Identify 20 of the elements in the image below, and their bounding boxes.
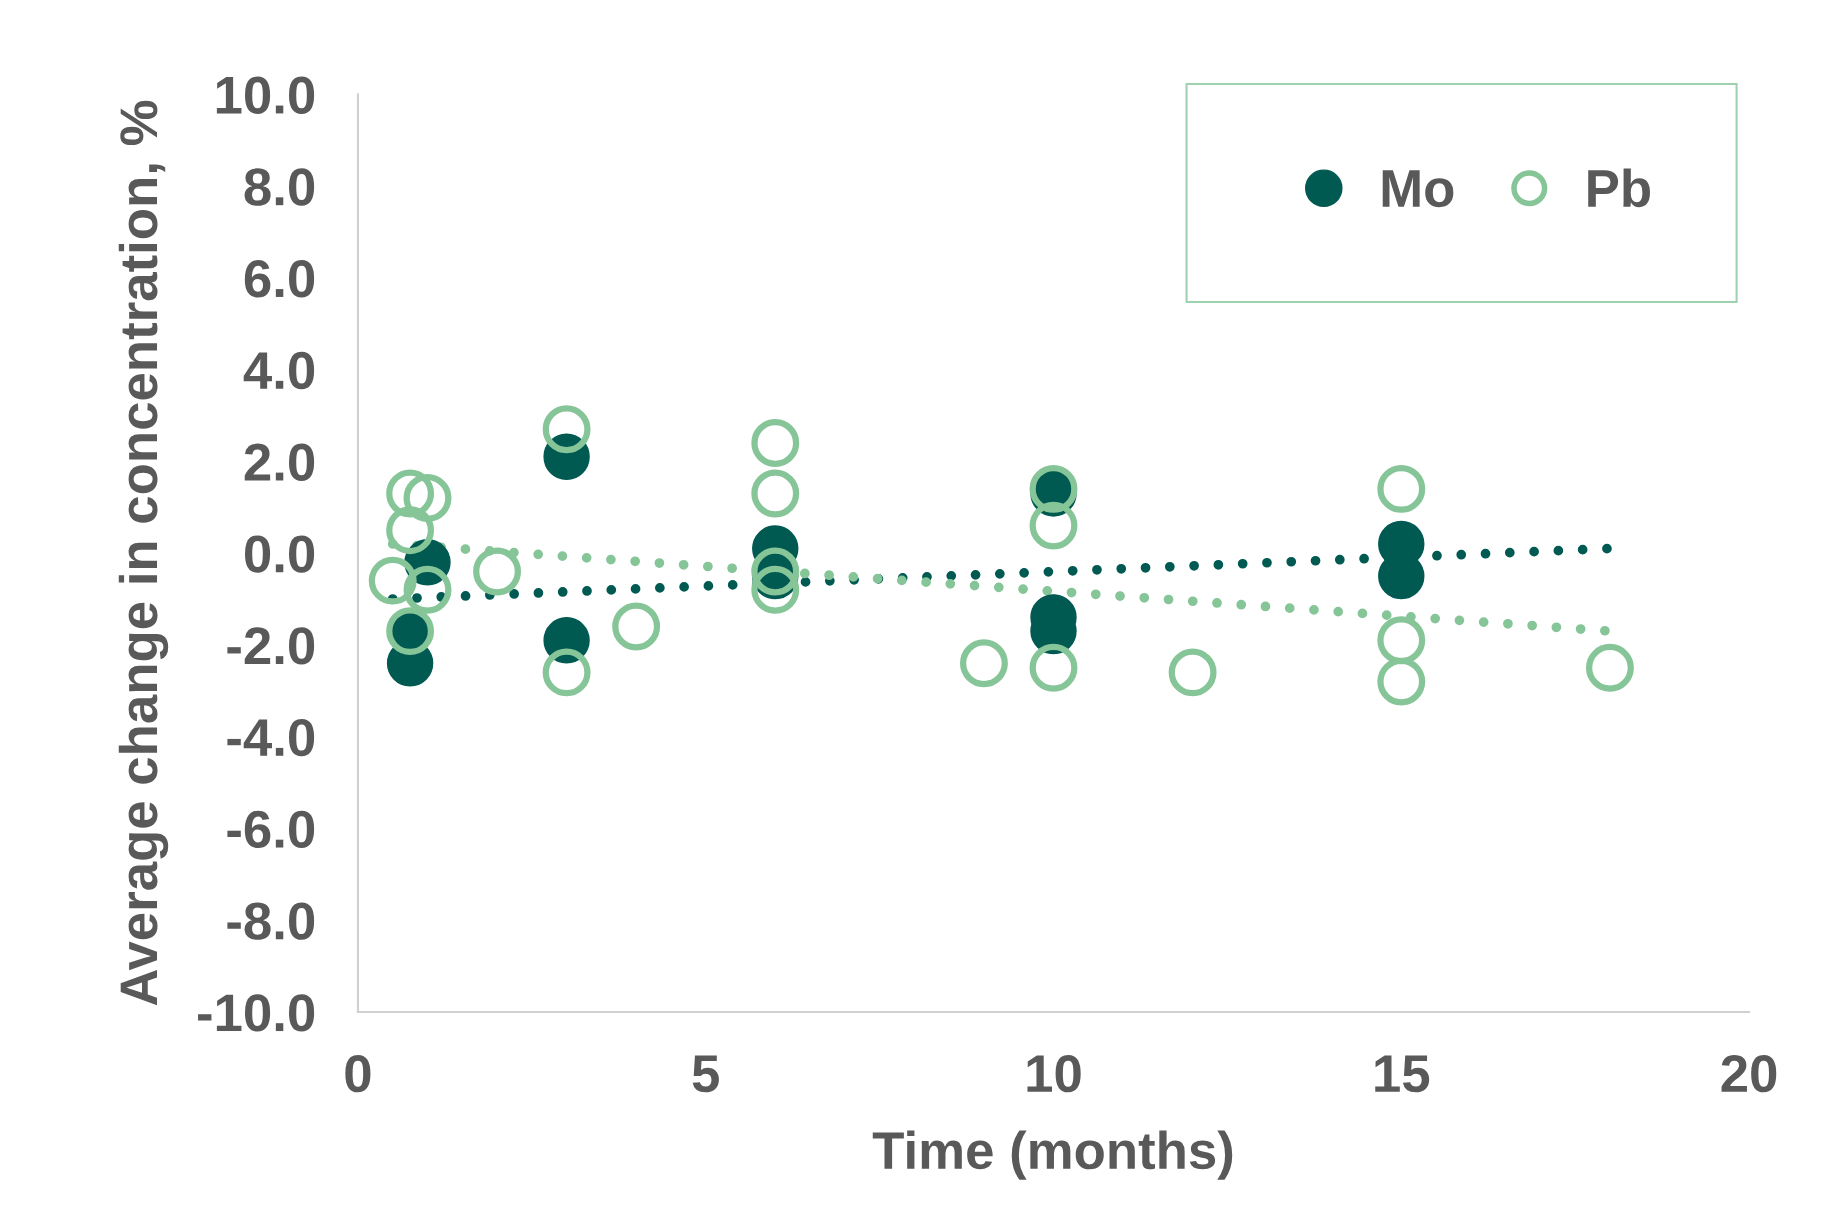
y-tick-label: -8.0 bbox=[227, 902, 315, 940]
x-tick-label: 15 bbox=[1375, 1055, 1430, 1093]
y-tick-label: 8.0 bbox=[244, 168, 315, 206]
legend-label: Pb bbox=[1588, 168, 1650, 208]
y-tick-label: 0.0 bbox=[244, 535, 315, 573]
y-tick-label: 2.0 bbox=[244, 443, 315, 481]
y-tick-label: 6.0 bbox=[244, 260, 315, 298]
y-tick-label: -6.0 bbox=[227, 810, 315, 849]
y-tick-label: -4.0 bbox=[227, 718, 315, 757]
legend-label: Mo bbox=[1382, 170, 1454, 208]
x-axis-title: Time (months) bbox=[872, 1130, 1233, 1180]
x-tick-label: 5 bbox=[692, 1055, 719, 1093]
x-tick-label: 10 bbox=[1027, 1054, 1081, 1093]
y-tick-label: 4.0 bbox=[243, 351, 315, 390]
y-axis-title: Average change in concentration, % bbox=[118, 100, 169, 1006]
x-tick-label: 0 bbox=[345, 1054, 371, 1093]
y-tick-label: 10.0 bbox=[216, 76, 315, 114]
y-tick-label: -10.0 bbox=[198, 994, 315, 1032]
x-tick-label: 20 bbox=[1721, 1054, 1777, 1093]
y-tick-label: -2.0 bbox=[227, 627, 315, 665]
